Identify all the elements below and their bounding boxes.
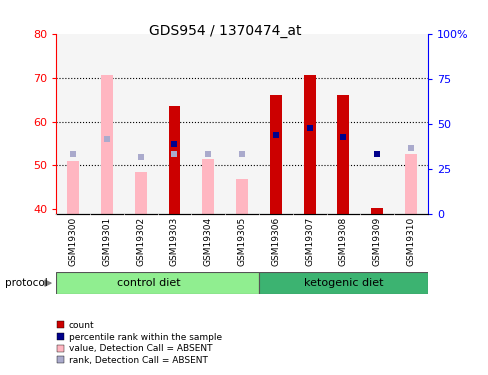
- Text: GSM19310: GSM19310: [406, 217, 415, 266]
- Text: GSM19303: GSM19303: [170, 217, 179, 266]
- Bar: [259, 272, 427, 294]
- Bar: [269, 95, 281, 214]
- Text: GSM19307: GSM19307: [305, 217, 313, 266]
- Bar: [404, 154, 416, 214]
- Text: GSM19302: GSM19302: [136, 217, 145, 266]
- Bar: [135, 172, 146, 214]
- Text: GSM19309: GSM19309: [372, 217, 381, 266]
- Text: ketogenic diet: ketogenic diet: [303, 278, 383, 288]
- Bar: [168, 106, 180, 214]
- Text: protocol: protocol: [5, 278, 47, 288]
- Bar: [236, 178, 247, 214]
- Bar: [370, 208, 382, 214]
- Text: GSM19300: GSM19300: [68, 217, 78, 266]
- Bar: [67, 161, 79, 214]
- Bar: [202, 159, 214, 214]
- Text: GSM19304: GSM19304: [203, 217, 212, 266]
- Legend: count, percentile rank within the sample, value, Detection Call = ABSENT, rank, : count, percentile rank within the sample…: [53, 317, 225, 369]
- Text: GSM19301: GSM19301: [102, 217, 111, 266]
- Text: control diet: control diet: [117, 278, 181, 288]
- Bar: [303, 75, 315, 214]
- Bar: [56, 272, 259, 294]
- Bar: [101, 75, 113, 214]
- Bar: [337, 95, 348, 214]
- Text: GSM19305: GSM19305: [237, 217, 246, 266]
- Text: GSM19306: GSM19306: [271, 217, 280, 266]
- Text: GSM19308: GSM19308: [338, 217, 347, 266]
- Text: GDS954 / 1370474_at: GDS954 / 1370474_at: [148, 24, 301, 38]
